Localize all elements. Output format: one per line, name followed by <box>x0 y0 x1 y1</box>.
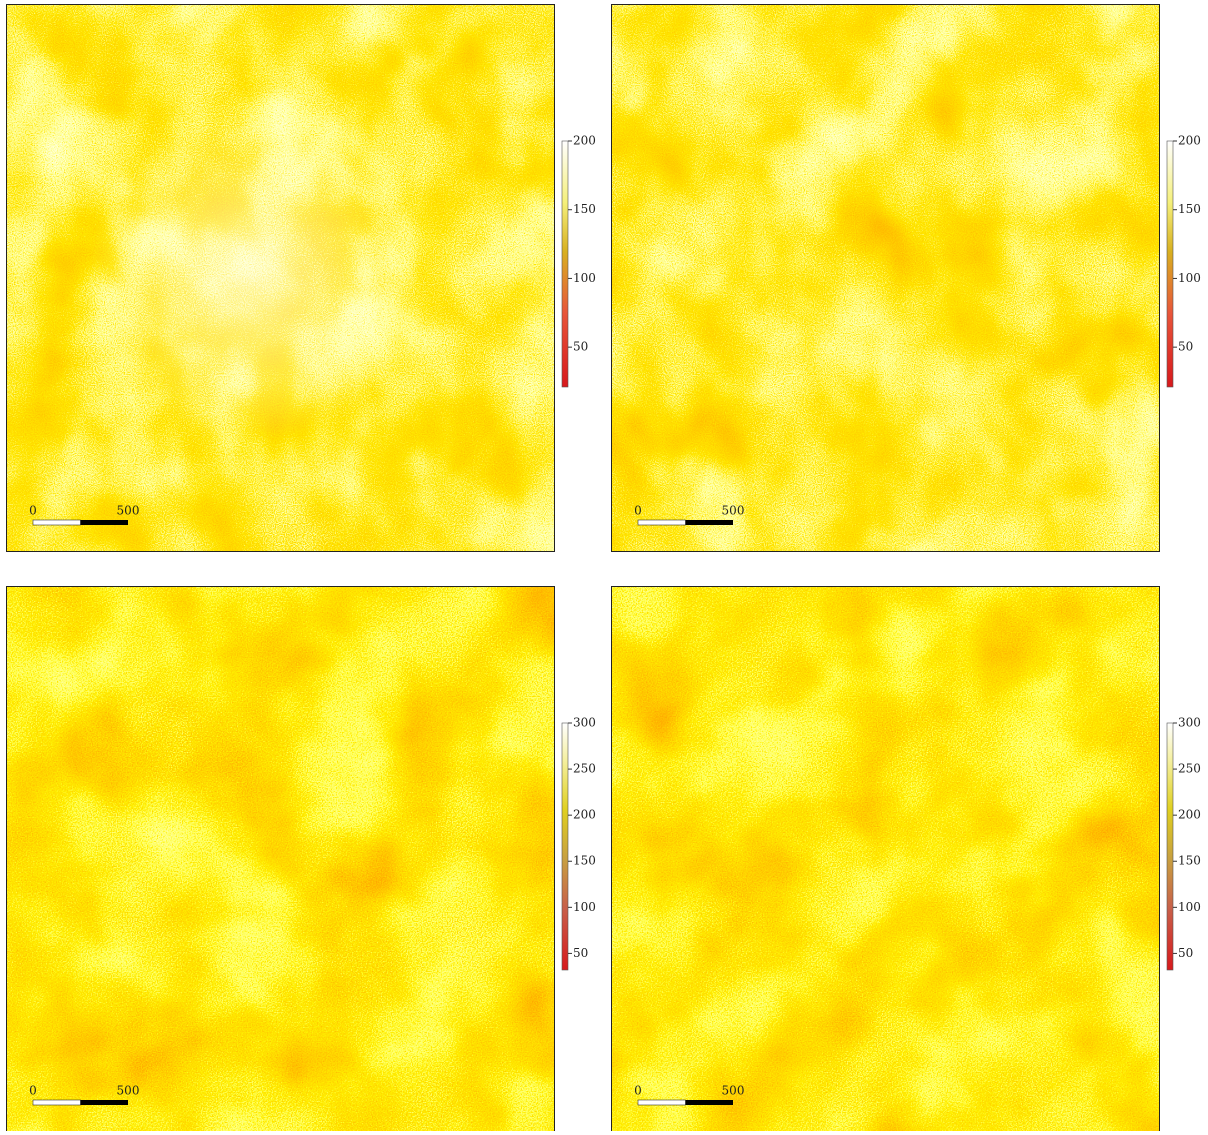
scalebar-label: 0 <box>634 1084 642 1098</box>
colorbar-tick-label: 100 <box>1178 900 1201 914</box>
scalebar-white <box>638 520 686 525</box>
scalebar-white <box>638 1100 686 1105</box>
raster-image <box>6 586 554 1131</box>
bright-area <box>6 4 554 551</box>
map-panel: 50 100 150 200 250 300 0 500 <box>611 586 1201 1131</box>
colorbar-tick-label: 50 <box>1178 946 1193 960</box>
scalebar-label: 500 <box>722 504 745 518</box>
scalebar-label: 0 <box>29 1084 37 1098</box>
colorbar-tick-label: 50 <box>573 340 588 354</box>
colorbar-tick-label: 200 <box>1178 808 1201 822</box>
colorbar <box>562 723 568 970</box>
scalebar-black <box>81 1100 129 1105</box>
map-panel: 50 100 150 200 250 300 0 500 <box>6 586 596 1131</box>
colorbar-tick-label: 150 <box>1178 202 1201 216</box>
scalebar-label: 0 <box>29 504 37 518</box>
scalebar-label: 500 <box>117 1084 140 1098</box>
colorbar <box>1167 141 1173 387</box>
colorbar-tick-label: 50 <box>1178 340 1193 354</box>
colorbar-tick-label: 200 <box>573 134 596 148</box>
raster-image <box>611 4 1159 551</box>
scalebar-label: 500 <box>722 1084 745 1098</box>
map-panel: 50 100 150 200 0 500 <box>611 4 1201 552</box>
map-panel: 50 100 150 200 0 500 <box>6 4 596 552</box>
figure: 5010015020005005010015020005005010015020… <box>0 0 1208 1131</box>
scalebar-label: 500 <box>117 504 140 518</box>
colorbar-tick-label: 200 <box>573 808 596 822</box>
scalebar-white <box>33 520 81 525</box>
colorbar <box>1167 723 1173 970</box>
colorbar-tick-label: 200 <box>1178 134 1201 148</box>
scalebar-black <box>686 1100 734 1105</box>
colorbar-tick-label: 300 <box>573 716 596 730</box>
scalebar-label: 0 <box>634 504 642 518</box>
colorbar-tick-label: 250 <box>1178 762 1201 776</box>
colorbar-tick-label: 100 <box>1178 271 1201 285</box>
colorbar-tick-label: 150 <box>1178 854 1201 868</box>
colorbar-tick-label: 300 <box>1178 716 1201 730</box>
scalebar-black <box>81 520 129 525</box>
colorbar-tick-label: 100 <box>573 900 596 914</box>
colorbar-tick-label: 50 <box>573 946 588 960</box>
scalebar-black <box>686 520 734 525</box>
colorbar-tick-label: 100 <box>573 271 596 285</box>
colorbar-tick-label: 150 <box>573 854 596 868</box>
colorbar-tick-label: 150 <box>573 202 596 216</box>
colorbar-tick-label: 250 <box>573 762 596 776</box>
scalebar-white <box>33 1100 81 1105</box>
colorbar <box>562 141 568 387</box>
raster-image <box>611 586 1159 1131</box>
page: {"panels": [ {"colorbar": {"lim": [21, 2… <box>0 0 1208 1131</box>
